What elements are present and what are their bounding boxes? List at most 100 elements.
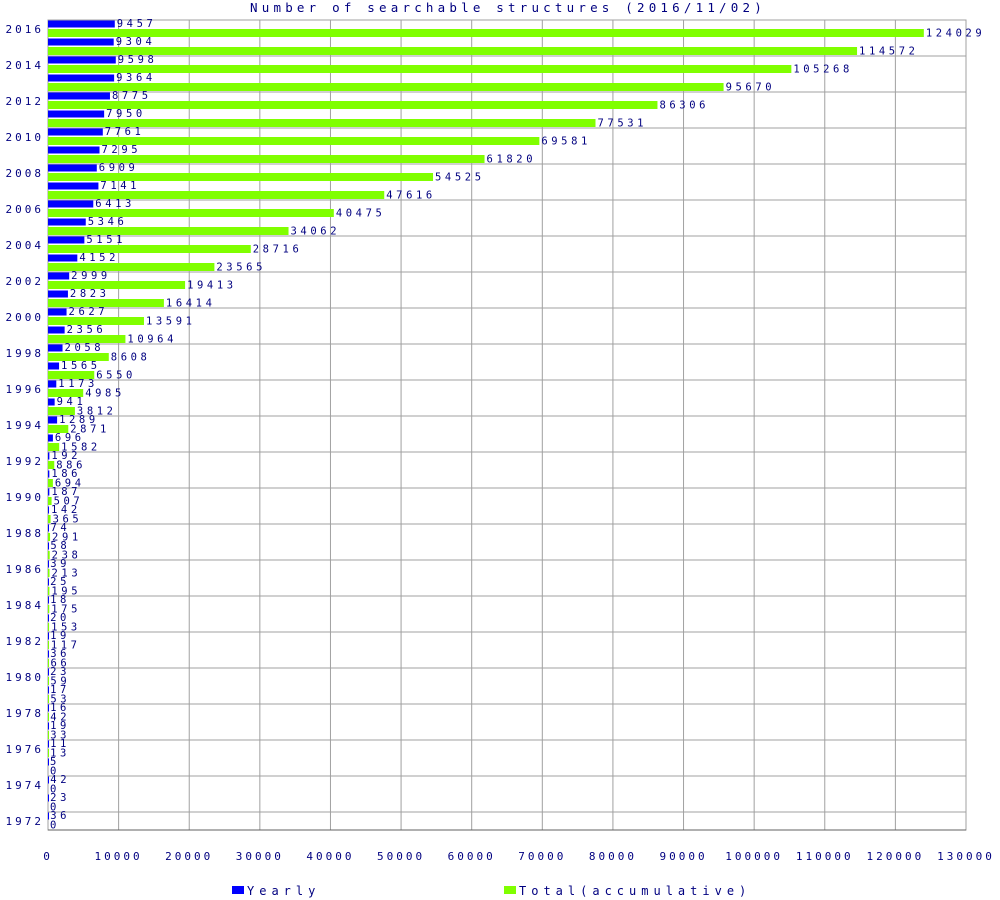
y-tick-label: 2010 [6,131,45,144]
bar-total [48,83,724,91]
value-label-total: 694 [55,478,85,490]
value-label-yearly: 941 [57,396,87,408]
value-label-yearly: 74 [51,522,71,534]
bar-total [48,209,334,217]
bar-yearly [48,722,49,730]
bar-yearly [48,596,49,604]
bar-yearly [48,452,50,460]
bar-total [48,551,50,559]
legend-swatch-yearly [232,886,244,894]
bar-total [48,497,52,505]
value-label-yearly: 1173 [58,378,98,390]
bar-yearly [48,524,49,532]
bar-total [48,263,215,271]
value-label-yearly: 1289 [59,414,99,426]
x-tick-label: 50000 [377,850,425,863]
y-tick-label: 1980 [6,671,45,684]
bar-total [48,29,924,37]
y-tick-label: 2006 [6,203,45,216]
value-label-total: 4985 [85,388,125,400]
bar-total [48,749,49,757]
bar-yearly [48,200,94,208]
value-label-total: 16414 [166,298,216,310]
bar-total [48,695,49,703]
bar-total [48,461,55,469]
bar-yearly [48,542,49,550]
value-label-total: 42 [50,712,70,724]
bar-total [48,623,50,631]
value-label-yearly: 42 [50,774,70,786]
x-tick-label: 60000 [448,850,496,863]
bar-yearly [48,218,86,226]
value-label-total: 0 [50,820,60,832]
y-tick-label: 1984 [6,599,45,612]
value-label-total: 53 [50,694,70,706]
bar-yearly [48,56,116,64]
y-tick-label: 2008 [6,167,45,180]
y-tick-label: 1974 [6,779,45,792]
value-label-total: 114572 [859,46,919,58]
value-label-yearly: 9304 [116,36,156,48]
bar-yearly [48,578,49,586]
bar-total [48,101,658,109]
bar-total [48,155,485,163]
grid-lines [47,19,967,831]
value-label-total: 8608 [111,352,151,364]
x-tick-label: 120000 [867,850,925,863]
y-tick-label: 2016 [6,23,45,36]
bar-total [48,173,434,181]
legend-item-total: Total(accumulative) [504,884,746,898]
legend-swatch-total [504,886,516,894]
x-tick-label: 30000 [236,850,284,863]
value-label-total: 0 [50,766,60,778]
y-tick-label: 2002 [6,275,45,288]
value-label-total: 195 [51,586,81,598]
value-label-total: 19413 [187,280,237,292]
value-label-yearly: 36 [50,648,70,660]
bar-yearly [48,380,57,388]
bar-total [48,677,49,685]
value-label-yearly: 7295 [102,144,142,156]
bar-yearly [48,704,49,712]
bar-yearly [48,164,97,172]
y-tick-label: 1992 [6,455,45,468]
value-label-yearly: 8775 [112,90,152,102]
bar-yearly [48,92,110,100]
bar-total [48,47,858,55]
value-label-yearly: 16 [50,702,70,714]
value-label-total: 33 [50,730,70,742]
value-label-yearly: 7761 [105,126,145,138]
bar-total [48,605,50,613]
value-label-yearly: 58 [50,540,70,552]
x-tick-label: 110000 [796,850,854,863]
bar-yearly [48,776,49,784]
bar-yearly [48,362,60,370]
value-label-total: 117 [51,640,81,652]
value-label-total: 77531 [597,118,647,130]
value-label-yearly: 20 [50,612,70,624]
value-label-total: 40475 [336,208,386,220]
value-labels: 9457 9304 9598 9364 8775 7950 7761 7295 6909 7141… [50,18,982,832]
bar-yearly [48,614,49,622]
value-label-yearly: 2356 [67,324,107,336]
bar-yearly [48,110,105,118]
value-label-yearly: 5346 [88,216,128,228]
legend: Yearly Total(accumulative) [232,884,746,898]
y-tick-label: 2012 [6,95,45,108]
value-label-yearly: 2823 [70,288,110,300]
bar-yearly [48,560,49,568]
value-label-total: 59 [50,676,70,688]
y-tick-label: 1972 [6,815,45,828]
bar-total [48,569,50,577]
y-tick-label: 1996 [6,383,45,396]
x-tick-label: 10000 [95,850,143,863]
bar-total [48,299,164,307]
bar-yearly [48,74,115,82]
value-label-total: 3812 [77,406,117,418]
value-label-yearly: 11 [50,738,70,750]
value-label-yearly: 23 [50,792,70,804]
y-tick-label: 1978 [6,707,45,720]
x-tick-label: 90000 [659,850,707,863]
value-label-total: 507 [54,496,84,508]
value-label-total: 291 [52,532,82,544]
